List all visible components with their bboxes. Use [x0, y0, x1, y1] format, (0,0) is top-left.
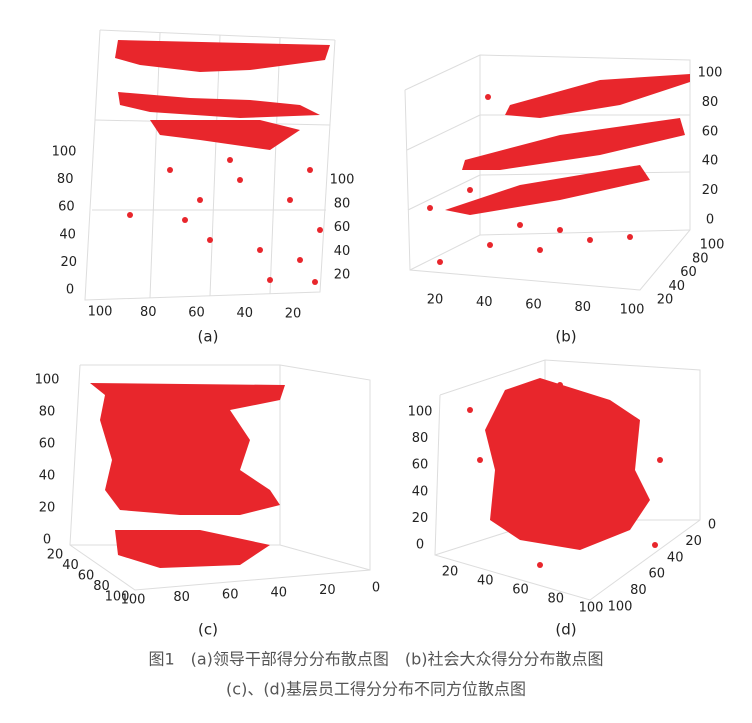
- tick-label: 100: [608, 600, 633, 615]
- panel-label: (d): [555, 621, 576, 639]
- caption: (c)、(d)基层员工得分分布不同方位散点图: [226, 680, 526, 699]
- tick-label: 100: [121, 593, 146, 608]
- tick-label: 40: [236, 306, 253, 321]
- tick-label: 20: [442, 565, 459, 580]
- tick-label: 100: [408, 405, 433, 420]
- tick-label: 60: [680, 265, 697, 280]
- tick-label: 40: [412, 484, 429, 499]
- point-cloud: [445, 74, 690, 215]
- tick-label: 20: [285, 307, 302, 322]
- tick-label: 20: [47, 548, 64, 563]
- tick-label: 100: [35, 373, 60, 388]
- tick-label: 20: [319, 583, 336, 598]
- caption: 图1 (a)领导干部得分分布散点图 (b)社会大众得分分布散点图: [148, 650, 603, 669]
- tick-label: 60: [222, 588, 239, 603]
- tick-label: 60: [702, 124, 719, 139]
- tick-label: 20: [412, 511, 429, 526]
- tick-label: 80: [93, 579, 110, 594]
- tick-label: 60: [78, 569, 95, 584]
- tick-label: 40: [702, 154, 719, 169]
- tick-label: 40: [62, 558, 79, 573]
- tick-label: 20: [702, 183, 719, 198]
- tick-label: 80: [692, 251, 709, 266]
- tick-label: 40: [59, 227, 76, 242]
- tick-label: 100: [698, 66, 723, 81]
- tick-label: 80: [173, 590, 190, 605]
- tick-label: 20: [39, 501, 56, 516]
- point-cloud: [115, 40, 330, 150]
- tick-label: 20: [61, 255, 78, 270]
- tick-label: 60: [334, 220, 351, 235]
- tick-label: 60: [412, 458, 429, 473]
- tick-label: 60: [649, 567, 666, 582]
- tick-label: 100: [52, 145, 77, 160]
- points: [127, 157, 323, 285]
- tick-label: 0: [416, 538, 424, 553]
- tick-label: 80: [39, 405, 56, 420]
- tick-label: 80: [574, 300, 591, 315]
- tick-label: 100: [579, 601, 604, 616]
- tick-label: 100: [700, 238, 725, 253]
- tick-label: 0: [708, 518, 716, 533]
- tick-label: 80: [412, 431, 429, 446]
- points: [467, 382, 663, 568]
- tick-label: 40: [667, 550, 684, 565]
- tick-label: 100: [88, 305, 113, 320]
- tick-label: 40: [334, 244, 351, 259]
- tick-label: 40: [39, 469, 56, 484]
- tick-label: 60: [188, 306, 205, 321]
- tick-label: 80: [630, 583, 647, 598]
- panel-label: (c): [198, 621, 218, 639]
- tick-label: 80: [140, 305, 157, 320]
- tick-label: 0: [66, 283, 74, 298]
- tick-label: 40: [271, 585, 288, 600]
- tick-label: 100: [620, 303, 645, 318]
- tick-label: 20: [427, 293, 444, 308]
- tick-label: 80: [547, 592, 564, 607]
- tick-label: 40: [476, 295, 493, 310]
- tick-label: 40: [668, 279, 685, 294]
- tick-label: 60: [39, 437, 56, 452]
- tick-label: 0: [706, 213, 714, 228]
- grid-box: [84, 29, 336, 301]
- tick-label: 60: [512, 583, 529, 598]
- point-cloud: [485, 378, 650, 550]
- tick-label: 80: [702, 95, 719, 110]
- tick-label: 60: [525, 298, 542, 313]
- tick-label: 20: [657, 293, 674, 308]
- tick-label: 0: [372, 581, 380, 596]
- panel-label: (a): [198, 328, 219, 346]
- point-cloud: [90, 383, 285, 568]
- tick-label: 80: [334, 196, 351, 211]
- tick-label: 20: [334, 268, 351, 283]
- tick-label: 80: [57, 172, 74, 187]
- tick-label: 100: [105, 590, 130, 605]
- tick-label: 20: [685, 534, 702, 549]
- tick-label: 0: [43, 533, 51, 548]
- points: [427, 94, 633, 265]
- tick-label: 100: [330, 173, 355, 188]
- panel-label: (b): [555, 328, 576, 346]
- tick-label: 60: [58, 200, 75, 215]
- tick-label: 40: [477, 574, 494, 589]
